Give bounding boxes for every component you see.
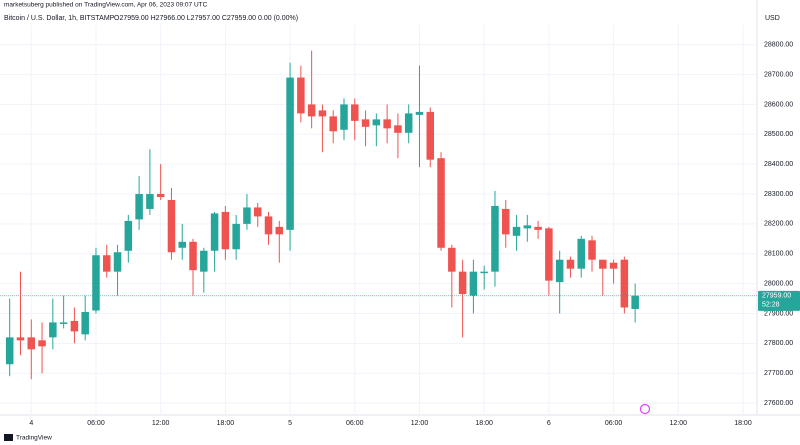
x-tick-label: 12:00	[411, 420, 429, 427]
candle-body	[448, 247, 456, 272]
candle-body	[70, 320, 79, 332]
candle-body	[351, 104, 359, 121]
candle-body	[372, 119, 381, 126]
candle-body	[135, 194, 143, 220]
candle-body	[264, 216, 273, 235]
candle-body	[458, 271, 467, 295]
candle-body	[555, 259, 564, 283]
candle-body	[599, 259, 607, 269]
brand-logo	[4, 434, 13, 441]
candle-body	[620, 259, 629, 308]
y-tick-label: 27900.00	[764, 310, 793, 317]
candle-body	[178, 241, 186, 248]
y-tick-label: 28000.00	[764, 280, 793, 287]
candle-body	[534, 226, 542, 230]
candle-body	[577, 238, 585, 269]
candle-body	[469, 271, 478, 296]
candle-body	[361, 119, 370, 127]
x-tick-label: 5	[288, 420, 292, 427]
candle-body	[404, 113, 413, 133]
countdown-label: 52:28	[762, 302, 780, 309]
y-tick-label: 28700.00	[764, 71, 793, 78]
candle-body	[394, 125, 402, 133]
candle-body	[59, 322, 68, 324]
grid	[0, 25, 757, 415]
candle-body	[491, 205, 499, 272]
candle-body	[631, 295, 639, 309]
y-tick-label: 28100.00	[764, 251, 793, 258]
candle-body	[5, 337, 14, 365]
candle-body	[16, 337, 25, 341]
candle-body	[307, 104, 316, 117]
candle-body	[124, 220, 133, 251]
candle-body	[253, 207, 262, 217]
candle-body	[297, 77, 305, 114]
candle-body	[243, 207, 251, 224]
candle-body	[318, 110, 327, 117]
x-tick-label: 12:00	[152, 420, 170, 427]
candle-body	[566, 259, 575, 269]
candle-body	[221, 211, 230, 250]
candle-body	[38, 340, 46, 347]
y-tick-label: 27800.00	[764, 340, 793, 347]
candle-body	[232, 223, 240, 250]
x-tick-label: 06:00	[605, 420, 623, 427]
candle-body	[275, 226, 284, 235]
candle-body	[609, 262, 618, 269]
x-tick-label: 06:00	[346, 420, 364, 427]
candle-body	[81, 311, 89, 335]
y-tick-label: 27700.00	[764, 370, 793, 377]
symbol-title: Bitcoin / U.S. Dollar, 1h, BITSTAMP	[4, 15, 115, 22]
last-price-label: 27959.00	[762, 293, 791, 300]
x-tick-label: 4	[29, 420, 33, 427]
x-tick-label: 06:00	[87, 420, 105, 427]
x-tick-label: 18:00	[734, 420, 752, 427]
y-tick-label: 28500.00	[764, 131, 793, 138]
candle-body	[383, 119, 391, 129]
last-price-tag	[758, 290, 800, 311]
ohlc-legend: O27959.00 H27966.00 L27957.00 C27959.00 …	[114, 15, 298, 22]
candle-body	[480, 271, 488, 274]
candle-body	[27, 337, 36, 350]
y-tick-label: 28300.00	[764, 191, 793, 198]
x-tick-label: 6	[547, 420, 551, 427]
candle-body	[545, 228, 553, 281]
candle-body	[200, 250, 208, 272]
candle-body	[286, 77, 294, 230]
candle-body	[437, 158, 445, 248]
y-tick-label: 28400.00	[764, 161, 793, 168]
candle-body	[103, 255, 111, 272]
x-tick-label: 18:00	[475, 420, 493, 427]
y-tick-label: 27600.00	[764, 400, 793, 407]
currency: USD	[765, 15, 780, 22]
candle-body	[156, 194, 165, 198]
candle-body	[415, 111, 424, 115]
x-tick-label: 12:00	[670, 420, 688, 427]
candle-body	[189, 241, 197, 271]
candle-body	[501, 208, 510, 235]
candle-body	[329, 116, 337, 132]
candle-body	[49, 322, 57, 338]
publisher: marketsuberg published on TradingView.co…	[4, 2, 208, 9]
candle-body	[113, 252, 122, 272]
events-icon[interactable]	[639, 403, 651, 415]
y-tick-label: 28800.00	[764, 42, 793, 49]
brand: TradingView	[16, 435, 52, 442]
candle-body	[588, 240, 596, 260]
candle-body	[512, 226, 521, 236]
candle-body	[92, 255, 100, 311]
candle-body	[340, 104, 348, 130]
candle-body	[167, 199, 176, 253]
candle-body	[146, 194, 154, 209]
y-tick-label: 28200.00	[764, 221, 793, 228]
x-tick-label: 18:00	[217, 420, 235, 427]
y-tick-label: 28600.00	[764, 101, 793, 108]
candle-body	[523, 225, 532, 229]
candle-body	[210, 213, 219, 251]
candle-body	[426, 111, 435, 160]
